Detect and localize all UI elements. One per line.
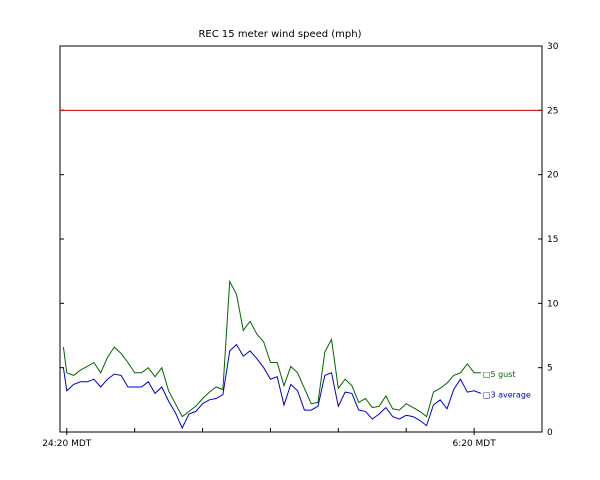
legend-entry: □5 gust bbox=[483, 370, 516, 379]
y-tick-label: 25 bbox=[547, 106, 558, 116]
chart-title: REC 15 meter wind speed (mph) bbox=[198, 29, 361, 40]
series-layer bbox=[62, 279, 482, 430]
y-tick-label: 15 bbox=[547, 235, 558, 245]
plot-frame bbox=[59, 45, 543, 433]
legend-entry: □3 average bbox=[483, 390, 531, 399]
series-line-5-gust bbox=[62, 279, 481, 418]
x-tick-label: 6:20 MDT bbox=[452, 439, 496, 449]
series-line-3-average bbox=[62, 343, 482, 430]
y-tick-label: 20 bbox=[547, 171, 559, 181]
y-tick-label: 10 bbox=[547, 299, 559, 309]
y-tick-label: 5 bbox=[547, 364, 553, 374]
x-tick-label: 24:20 MDT bbox=[42, 439, 91, 449]
legend: □5 gust □3 average bbox=[483, 370, 531, 400]
x-axis: 24:20 MDT 6:20 MDT bbox=[42, 428, 496, 449]
y-tick-label: 0 bbox=[547, 428, 553, 438]
y-tick-label: 30 bbox=[547, 42, 559, 52]
